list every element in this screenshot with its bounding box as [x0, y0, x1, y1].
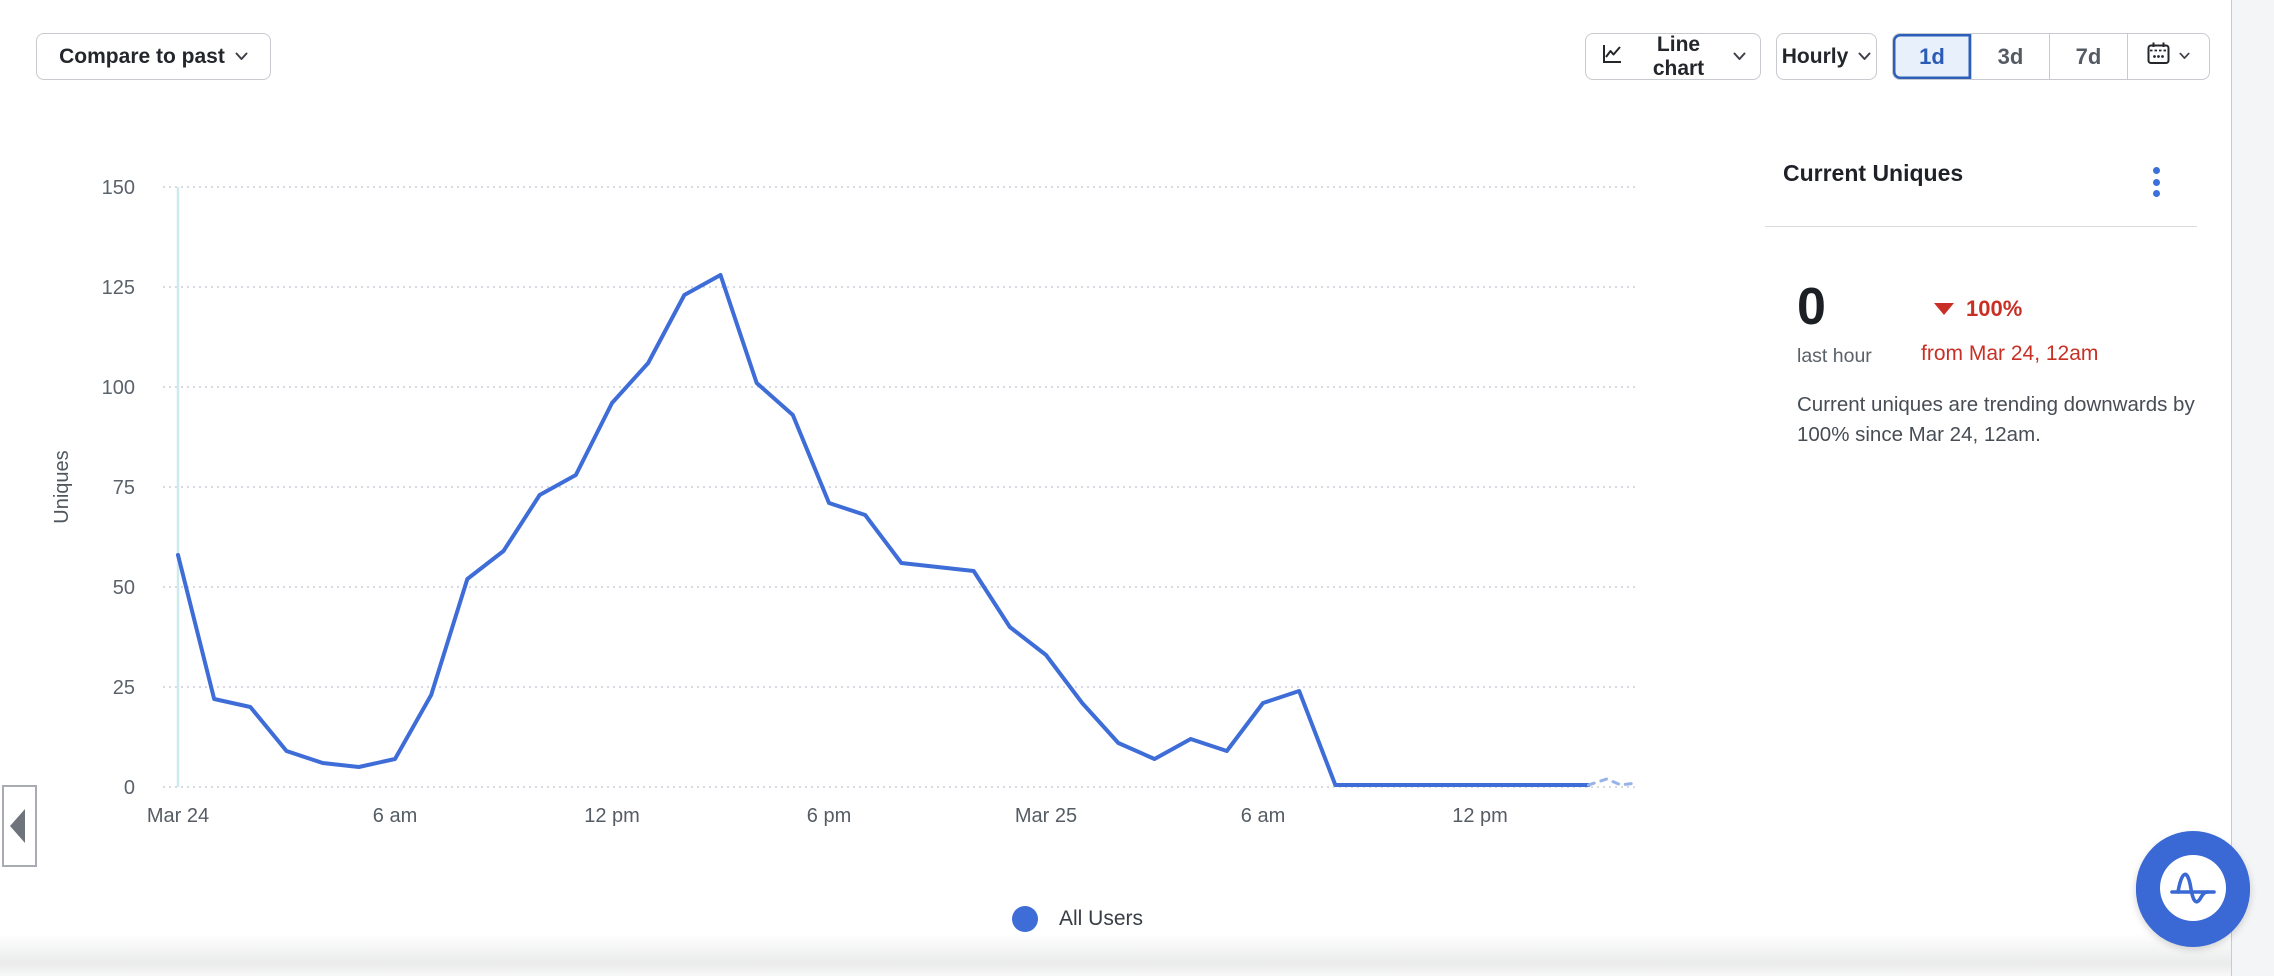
chart-toolbar: Line chart Hourly 1d 3d 7d: [1585, 33, 2210, 80]
compare-to-past-label: Compare to past: [59, 44, 225, 68]
chart-type-button[interactable]: Line chart: [1585, 33, 1761, 80]
range-1d-button[interactable]: 1d: [1893, 34, 1971, 79]
x-tick-label: 6 am: [373, 805, 417, 827]
x-tick-label: 6 am: [1241, 805, 1285, 827]
x-tick-label: 12 pm: [1452, 805, 1508, 827]
range-1d-label: 1d: [1919, 43, 1945, 69]
collapse-left-icon: [10, 809, 25, 843]
delta-value: 100%: [1966, 296, 2023, 321]
y-tick-label: 150: [102, 177, 135, 199]
date-picker-button[interactable]: [2127, 34, 2209, 79]
legend-label: All Users: [1059, 907, 1144, 930]
granularity-label: Hourly: [1781, 44, 1849, 68]
x-tick-label: Mar 25: [1015, 805, 1077, 827]
y-tick-label: 125: [102, 277, 135, 299]
x-tick-label: 12 pm: [584, 805, 640, 827]
scrollbar-track[interactable]: [2231, 0, 2274, 976]
range-7d-label: 7d: [2075, 43, 2102, 69]
y-tick-label: 75: [113, 477, 135, 499]
metric-caption: last hour: [1797, 345, 1872, 367]
chart-legend[interactable]: All Users: [1012, 906, 1143, 932]
chevron-down-icon: [235, 52, 248, 61]
kebab-menu-icon: [2152, 167, 2160, 174]
range-3d-button[interactable]: 3d: [1971, 34, 2049, 79]
date-range-group: 1d 3d 7d: [1892, 33, 2210, 80]
series-line-all-users: [176, 273, 1591, 787]
y-axis-title: Uniques: [51, 450, 73, 523]
range-7d-button[interactable]: 7d: [2049, 34, 2127, 79]
line-chart-icon: [1600, 42, 1624, 72]
triangle-down-icon: [1934, 303, 1954, 315]
compare-to-past-button[interactable]: Compare to past: [36, 33, 271, 80]
x-tick-label: Mar 24: [147, 805, 209, 827]
series-pending-line: [1587, 777, 1638, 787]
kebab-menu-button[interactable]: [2138, 162, 2174, 202]
chart-type-label: Line chart: [1652, 32, 1705, 80]
collapse-sidebar-button[interactable]: [2, 785, 37, 867]
legend-dot: [1012, 906, 1038, 932]
panel-title: Current Uniques: [1783, 160, 1964, 186]
range-3d-label: 3d: [1997, 43, 2024, 69]
y-tick-label: 50: [113, 577, 135, 599]
y-tick-label: 25: [113, 677, 135, 699]
y-tick-label: 100: [102, 377, 135, 399]
metric-delta: 100%: [1934, 296, 2022, 322]
delta-caption: from Mar 24, 12am: [1921, 342, 2099, 365]
amplitude-logo-icon: [2136, 830, 2250, 950]
x-tick-label: 6 pm: [807, 805, 851, 827]
amplitude-fab-button[interactable]: [2136, 830, 2250, 950]
chevron-down-icon: [1858, 52, 1871, 61]
y-tick-label: 0: [124, 777, 135, 799]
trend-description: Current uniques are trending downwards b…: [1797, 393, 2195, 446]
chevron-down-icon: [1733, 52, 1746, 61]
metric-value: 0: [1797, 278, 1826, 336]
calendar-icon: [2145, 40, 2172, 73]
granularity-button[interactable]: Hourly: [1776, 33, 1877, 80]
panel-divider: [1765, 226, 2197, 227]
chevron-down-icon: [2179, 52, 2192, 61]
